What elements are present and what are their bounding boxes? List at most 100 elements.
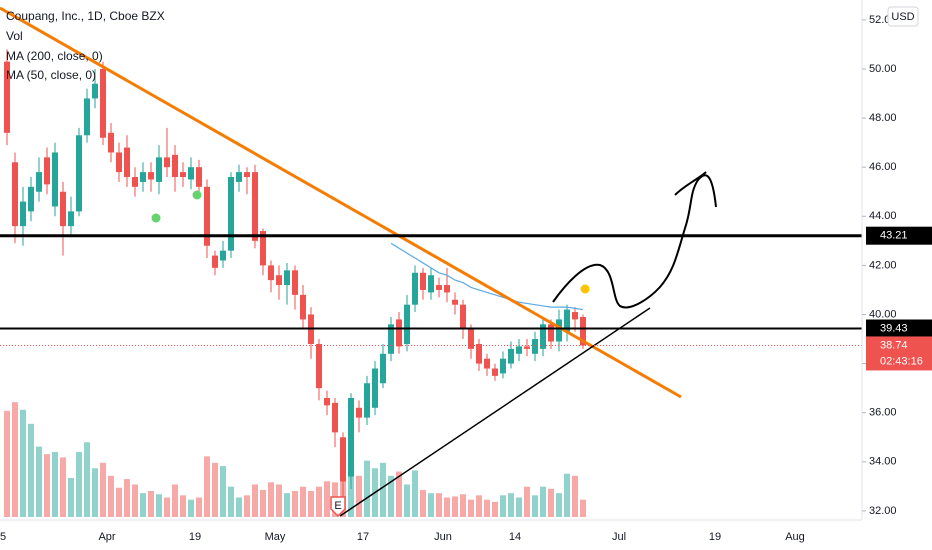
candle-body <box>132 177 138 187</box>
volume-bar <box>532 495 538 517</box>
candle-layer <box>4 49 586 502</box>
volume-bar <box>300 486 306 517</box>
candle-body <box>140 172 146 182</box>
ma50-line <box>390 242 584 311</box>
x-tick-label: Aug <box>785 531 805 543</box>
x-tick-label: 19 <box>189 531 201 543</box>
price-line-box <box>866 319 932 338</box>
candle-body <box>164 157 170 168</box>
freehand-arrow <box>552 171 717 309</box>
candle-body <box>44 157 50 185</box>
candle-body <box>292 270 298 295</box>
candle-body <box>380 353 386 384</box>
x-tick-label: May <box>265 531 286 543</box>
axis-labels: 5 Apr 19 May 17 Jun 14 Jul 19 Aug52.0050.0048.004… <box>0 14 897 543</box>
volume-bar <box>540 486 546 517</box>
volume-bar <box>396 471 402 517</box>
candle-body <box>332 402 338 433</box>
volume-bar <box>524 486 530 517</box>
x-tick-label: 14 <box>509 531 521 543</box>
volume-bar <box>308 491 314 517</box>
candle-body <box>396 319 402 347</box>
volume-bar <box>180 495 186 517</box>
candle-body <box>524 346 530 349</box>
x-tick-label: Jun <box>434 531 452 543</box>
candle-body <box>100 68 106 138</box>
candle-body <box>180 172 186 178</box>
candle-body <box>244 172 250 178</box>
candle-body <box>444 285 450 293</box>
volume-bar <box>132 484 138 517</box>
volume-bar <box>172 484 178 517</box>
volume-bar <box>228 486 234 517</box>
currency-box[interactable] <box>887 6 919 27</box>
volume-bar <box>156 494 162 517</box>
candle-body <box>484 358 490 369</box>
volume-bar <box>236 497 242 517</box>
candle-body <box>556 319 562 342</box>
volume-bar <box>444 497 450 517</box>
y-tick-label: 48.00 <box>869 112 897 124</box>
candle-body <box>276 275 282 286</box>
candle-body <box>4 61 10 133</box>
candle-body <box>228 177 234 251</box>
candle-body <box>196 167 202 187</box>
volume-bar <box>476 495 482 517</box>
candle-body <box>364 383 370 418</box>
candle-body <box>572 312 578 320</box>
volume-bar <box>68 478 74 517</box>
volume-bar <box>148 491 154 517</box>
x-tick-label: 17 <box>357 531 369 543</box>
candle-body <box>492 368 498 376</box>
volume-bar <box>4 410 10 517</box>
x-tick-label: 5 <box>0 531 6 543</box>
candle-body <box>428 275 434 293</box>
chart-title: Coupang, Inc., 1D, Cboe BZX <box>6 9 165 23</box>
candle-body <box>148 172 154 180</box>
candle-body <box>348 397 354 477</box>
volume-bar <box>60 457 66 517</box>
volume-bar <box>564 473 570 517</box>
y-tick-label: 40.00 <box>869 308 897 320</box>
candle-body <box>324 397 330 406</box>
volume-bar <box>516 497 522 517</box>
indicator-label: MA (50, close, 0) <box>6 68 96 82</box>
volume-bar <box>204 456 210 517</box>
candle-body <box>388 324 394 354</box>
earnings-badge <box>330 496 346 518</box>
candle-body <box>260 231 266 266</box>
volume-bar <box>292 491 298 517</box>
volume-bar <box>404 484 410 517</box>
volume-bar <box>164 497 170 517</box>
volume-bar <box>100 462 106 517</box>
volume-bar <box>28 423 34 517</box>
volume-bar <box>220 466 226 517</box>
candle-body <box>516 346 522 354</box>
candle-body <box>20 201 26 227</box>
volume-bar <box>188 499 194 517</box>
y-tick-label: 34.00 <box>869 456 897 468</box>
candle-body <box>420 272 426 290</box>
currency: USD <box>891 11 914 23</box>
volume-bar <box>452 496 458 517</box>
volume-bar <box>36 446 42 517</box>
candle-body <box>460 304 466 330</box>
candle-body <box>92 83 98 99</box>
volume-bar <box>252 484 258 517</box>
candle-body <box>124 147 130 178</box>
indicator-label: MA (200, close, 0) <box>6 49 103 63</box>
candle-body <box>156 157 162 182</box>
candle-body <box>108 132 114 153</box>
volume-bar <box>260 489 266 517</box>
candle-body <box>580 316 586 346</box>
volume-bar <box>116 487 122 517</box>
volume-bar <box>428 493 434 517</box>
candle-body <box>36 172 42 192</box>
trend-line-black <box>339 307 651 517</box>
price-axis <box>862 0 932 520</box>
volume-bar <box>572 475 578 517</box>
x-tick-label: 19 <box>709 531 721 543</box>
candle-body <box>340 437 346 482</box>
volume-bar <box>52 452 58 517</box>
volume-bar <box>316 486 322 517</box>
